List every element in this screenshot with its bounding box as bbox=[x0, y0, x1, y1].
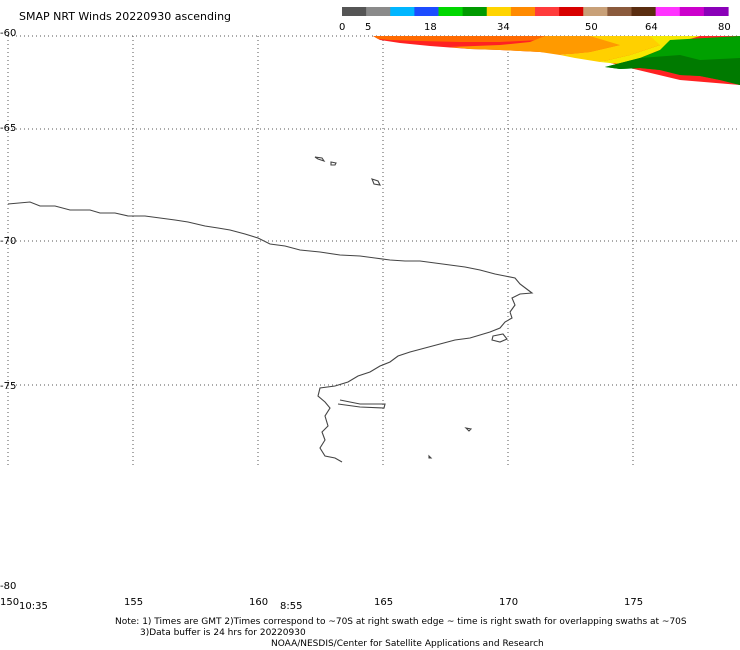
wind-speed-colorbar bbox=[342, 7, 729, 16]
lon-label: 160 bbox=[249, 597, 268, 608]
lon-label: 175 bbox=[624, 597, 643, 608]
colorbar-label: 50 bbox=[585, 22, 598, 33]
lat-label: -80 bbox=[0, 581, 16, 592]
colorbar-segment bbox=[583, 7, 608, 16]
colorbar-segment bbox=[462, 7, 488, 16]
colorbar-label: 0 bbox=[339, 22, 345, 33]
colorbar-segment bbox=[438, 7, 464, 16]
colorbar-segment bbox=[655, 7, 681, 16]
colorbar-segment bbox=[535, 7, 560, 16]
colorbar-segment bbox=[631, 7, 657, 16]
colorbar-segment bbox=[679, 7, 705, 16]
colorbar-label: 18 bbox=[424, 22, 437, 33]
wind-swath-band bbox=[605, 55, 740, 85]
coastline bbox=[7, 156, 534, 463]
graticule bbox=[7, 35, 740, 465]
wind-swath-band bbox=[450, 36, 650, 55]
lat-label: -75 bbox=[0, 381, 16, 392]
colorbar-label: 64 bbox=[645, 22, 658, 33]
colorbar-label: 34 bbox=[497, 22, 510, 33]
swath-time-label: 8:55 bbox=[280, 601, 302, 612]
lon-label: 170 bbox=[499, 597, 518, 608]
lat-label: -60 bbox=[0, 28, 16, 39]
colorbar-segment bbox=[559, 7, 584, 16]
wind-swath bbox=[373, 36, 740, 85]
colorbar-segment bbox=[607, 7, 633, 16]
lat-label: -70 bbox=[0, 236, 16, 247]
longitude-labels: 150 155 160 165 170 175 bbox=[0, 597, 643, 608]
colorbar-segment bbox=[486, 7, 512, 16]
footnote-line-3: NOAA/NESDIS/Center for Satellite Applica… bbox=[271, 639, 544, 649]
lon-label: 150 bbox=[0, 597, 19, 608]
lon-label: 165 bbox=[374, 597, 393, 608]
footnote-line-1: Note: 1) Times are GMT 2)Times correspon… bbox=[115, 617, 687, 627]
colorbar-segment bbox=[390, 7, 415, 16]
colorbar-segment bbox=[366, 7, 391, 16]
colorbar-segment bbox=[510, 7, 536, 16]
latitude-labels: -60 -65 -70 -75 -80 bbox=[0, 28, 16, 592]
colorbar-segment bbox=[342, 7, 367, 16]
map-title: SMAP NRT Winds 20220930 ascending bbox=[19, 10, 231, 23]
lon-label: 155 bbox=[124, 597, 143, 608]
wind-swath-band bbox=[373, 36, 545, 42]
colorbar-segment bbox=[703, 7, 729, 16]
colorbar-segment bbox=[414, 7, 440, 16]
colorbar-label: 80 bbox=[718, 22, 731, 33]
colorbar-label: 5 bbox=[365, 22, 371, 33]
swath-time-label: 10:35 bbox=[19, 601, 48, 612]
footnote-line-2: 3)Data buffer is 24 hrs for 20220930 bbox=[140, 628, 306, 638]
lat-label: -65 bbox=[0, 123, 16, 134]
colorbar-labels: 0 5 18 34 50 64 80 bbox=[339, 22, 731, 33]
coastline-path bbox=[7, 156, 534, 463]
